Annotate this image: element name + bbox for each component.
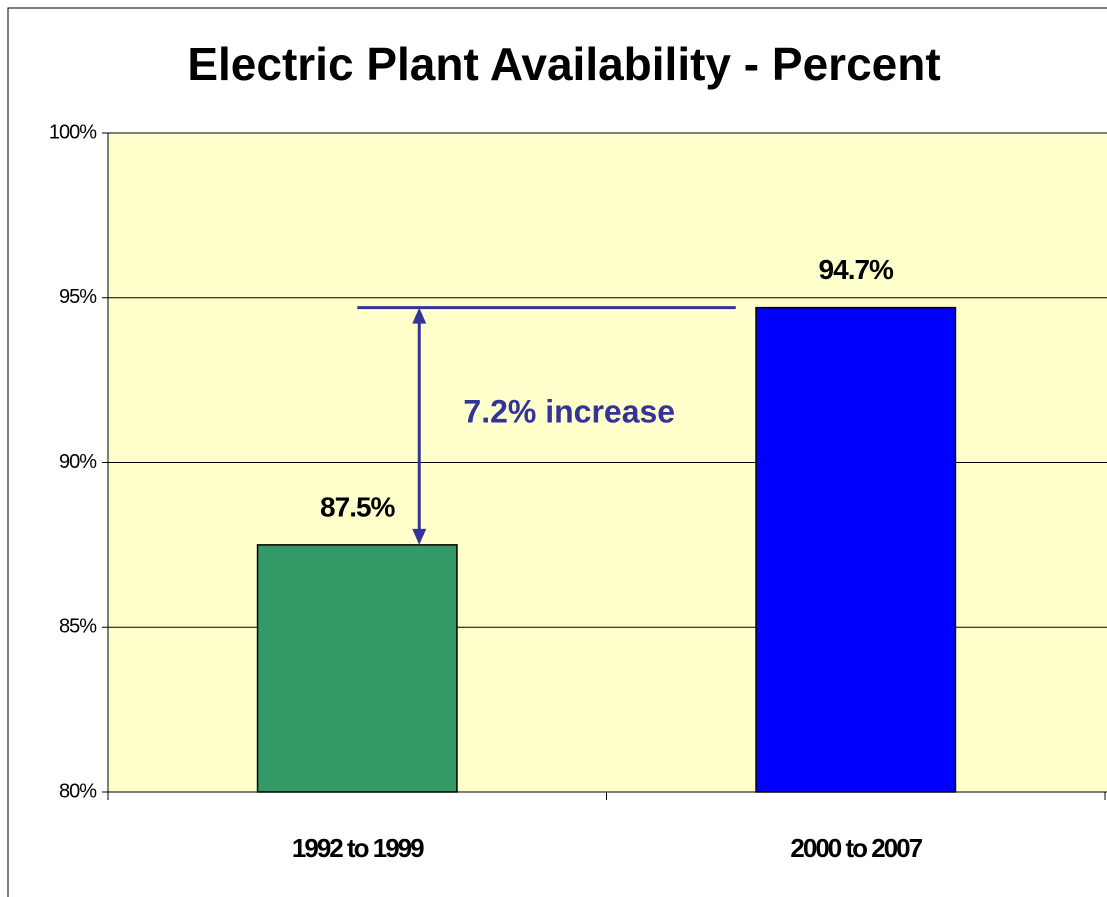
- bar: [755, 306, 957, 793]
- value-label: 87.5%: [320, 491, 395, 522]
- arrow-head: [412, 528, 427, 545]
- y-tick-label: 85%: [59, 616, 97, 638]
- annotation: 7.2% increase: [463, 394, 675, 430]
- y-tick-label: 95%: [59, 286, 97, 308]
- x-tick-label: 1992 to 1999: [292, 833, 424, 863]
- value-label: 94.7%: [819, 254, 894, 285]
- y-tick-label: 90%: [59, 451, 97, 473]
- x-tick-label: 2000 to 2007: [790, 833, 922, 863]
- chart-title: Electric Plant Availability - Percent: [187, 38, 940, 90]
- bar: [256, 544, 458, 793]
- arrow-head: [412, 307, 427, 324]
- y-tick-label: 100%: [49, 121, 97, 143]
- y-tick-label: 80%: [59, 780, 97, 802]
